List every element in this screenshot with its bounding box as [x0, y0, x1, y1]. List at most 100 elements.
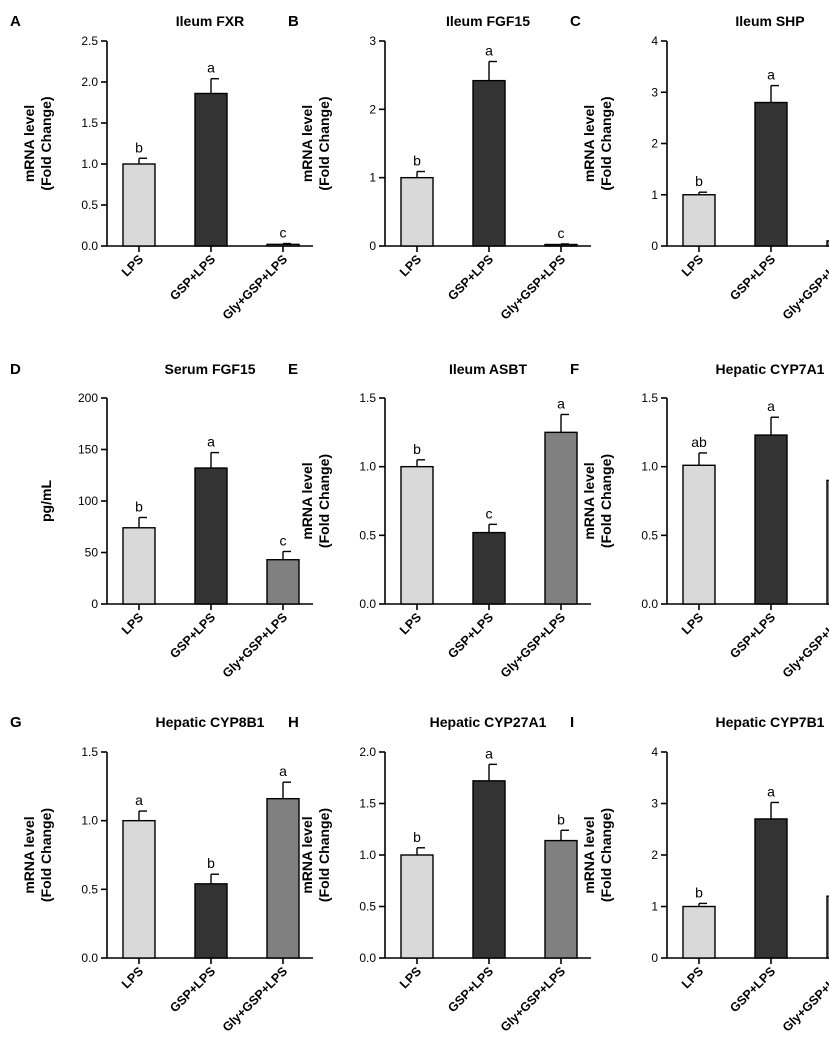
- y-axis-label: pg/mL: [38, 480, 54, 522]
- bar-lps: [400, 176, 434, 247]
- panel-letter: A: [10, 13, 21, 30]
- x-category-label: GSP+LPS: [727, 252, 778, 303]
- x-category-label: LPS: [397, 610, 424, 637]
- x-category-label: Gly+GSP+LPS: [498, 610, 568, 680]
- y-tick-label: 0.0: [81, 239, 98, 253]
- significance-letter: a: [207, 434, 215, 450]
- panel-letter: F: [570, 361, 579, 378]
- x-category-label: GSP+LPS: [727, 610, 778, 661]
- x-category-label: GSP+LPS: [445, 964, 496, 1015]
- x-category-label: Gly+GSP+LPS: [780, 610, 829, 680]
- panel-letter: C: [570, 13, 581, 30]
- significance-letter: c: [280, 225, 287, 241]
- bar-gly-gsp-lps: [544, 839, 578, 959]
- bar-gly-gsp-lps: [826, 240, 829, 247]
- x-category-label: LPS: [397, 252, 424, 279]
- y-tick-label: 2.0: [359, 745, 376, 759]
- y-tick-label: 2.0: [81, 75, 98, 89]
- bar-gsp-lps: [194, 92, 228, 247]
- bar-gsp-lps: [472, 531, 506, 605]
- panel-letter: E: [288, 361, 298, 378]
- y-tick-label: 3: [651, 797, 658, 811]
- significance-letter: a: [485, 745, 493, 761]
- x-category-label: LPS: [119, 610, 146, 637]
- x-category-label: GSP+LPS: [167, 252, 218, 303]
- y-tick-label: 2.5: [81, 34, 98, 48]
- x-category-label: Gly+GSP+LPS: [498, 252, 568, 322]
- y-tick-label: 50: [85, 546, 99, 560]
- significance-letter: b: [135, 498, 143, 514]
- y-tick-label: 0: [651, 951, 658, 965]
- chart-title: Ileum ASBT: [449, 361, 527, 377]
- chart-panel-h: H Hepatic CYP27A1 mRNA level (Fold Change) 0…: [288, 714, 591, 1035]
- y-tick-label: 2: [651, 848, 658, 862]
- x-category-label: LPS: [119, 964, 146, 991]
- significance-letter: c: [486, 505, 493, 521]
- y-tick-label: 0.5: [81, 198, 98, 212]
- y-axis-label: (Fold Change): [598, 808, 614, 902]
- y-tick-label: 4: [651, 34, 658, 48]
- significance-letter: c: [280, 532, 287, 548]
- y-tick-label: 3: [651, 85, 658, 99]
- x-category-label: LPS: [119, 252, 146, 279]
- y-tick-label: 2: [651, 137, 658, 151]
- y-axis-label: mRNA level: [21, 816, 37, 893]
- y-tick-label: 1.5: [81, 116, 98, 130]
- bar-lps: [682, 905, 716, 959]
- bar-gly-gsp-lps: [544, 243, 578, 247]
- chart-title: Hepatic CYP7A1: [716, 361, 825, 377]
- y-tick-label: 0.0: [359, 597, 376, 611]
- bar-lps: [682, 194, 716, 247]
- y-axis-label: (Fold Change): [598, 96, 614, 190]
- x-category-label: Gly+GSP+LPS: [780, 252, 829, 322]
- bar-lps: [122, 163, 156, 247]
- y-tick-label: 0.5: [81, 882, 98, 896]
- chart-panel-b: B Ileum FGF15 mRNA level (Fold Change) 0 1 2 3 b…: [288, 13, 591, 323]
- y-tick-label: 0.0: [359, 951, 376, 965]
- x-category-label: LPS: [679, 964, 706, 991]
- bar-gsp-lps: [472, 79, 506, 247]
- chart-title: Ileum FGF15: [446, 13, 530, 29]
- y-tick-label: 3: [369, 34, 376, 48]
- y-tick-label: 4: [651, 745, 658, 759]
- significance-letter: b: [413, 441, 421, 457]
- y-tick-label: 1.0: [81, 157, 98, 171]
- y-axis-label: (Fold Change): [316, 808, 332, 902]
- y-axis-label: (Fold Change): [598, 454, 614, 548]
- chart-title: Ileum SHP: [735, 13, 804, 29]
- y-tick-label: 0.0: [81, 951, 98, 965]
- x-category-label: GSP+LPS: [445, 252, 496, 303]
- significance-letter: b: [207, 855, 215, 871]
- y-axis-label: (Fold Change): [38, 808, 54, 902]
- bar-gsp-lps: [194, 883, 228, 959]
- y-tick-label: 150: [78, 443, 98, 457]
- y-tick-label: 1: [651, 188, 658, 202]
- chart-title: Hepatic CYP7B1: [716, 714, 825, 730]
- x-category-label: GSP+LPS: [445, 610, 496, 661]
- y-axis-label: mRNA level: [581, 462, 597, 539]
- bar-gsp-lps: [754, 434, 788, 605]
- x-category-label: GSP+LPS: [167, 964, 218, 1015]
- y-tick-label: 1.0: [359, 460, 376, 474]
- panel-letter: H: [288, 714, 299, 731]
- bar-gsp-lps: [754, 818, 788, 959]
- y-tick-label: 0: [91, 597, 98, 611]
- x-category-label: LPS: [679, 610, 706, 637]
- y-tick-label: 1.5: [359, 391, 376, 405]
- significance-letter: a: [279, 763, 287, 779]
- significance-letter: b: [413, 153, 421, 169]
- chart-title: Ileum FXR: [176, 13, 244, 29]
- x-category-label: LPS: [679, 252, 706, 279]
- significance-letter: a: [135, 792, 143, 808]
- significance-letter: b: [695, 173, 703, 189]
- x-category-label: Gly+GSP+LPS: [220, 964, 290, 1034]
- y-axis-label: mRNA level: [581, 105, 597, 182]
- y-axis-label: mRNA level: [299, 105, 315, 182]
- bar-lps: [122, 527, 156, 605]
- y-tick-label: 0.0: [641, 597, 658, 611]
- y-axis-label: (Fold Change): [38, 96, 54, 190]
- x-category-label: Gly+GSP+LPS: [780, 964, 829, 1034]
- bar-gly-gsp-lps: [266, 243, 300, 247]
- y-tick-label: 0: [369, 239, 376, 253]
- y-tick-label: 0.5: [359, 528, 376, 542]
